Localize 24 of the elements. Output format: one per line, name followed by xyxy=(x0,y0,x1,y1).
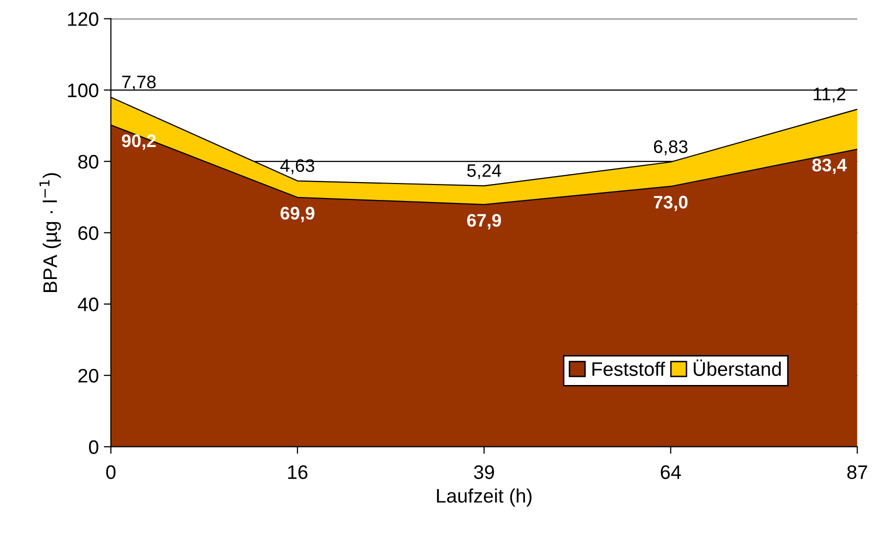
x-tick-label: 87 xyxy=(847,465,868,480)
legend-label: Feststoff xyxy=(592,362,666,376)
data-label: 67,9 xyxy=(467,214,501,230)
y-tick-label: 80 xyxy=(78,154,98,169)
x-axis-title: Laufzeit (h) xyxy=(437,488,532,507)
x-tick-label: 64 xyxy=(660,465,681,480)
y-tick-label: 120 xyxy=(68,12,98,26)
data-label: 6,83 xyxy=(654,140,688,156)
data-label: 73,0 xyxy=(654,196,688,212)
y-tick-label: 20 xyxy=(78,368,98,383)
x-tick-label: 39 xyxy=(474,465,494,480)
y-tick-label: 40 xyxy=(78,298,98,312)
legend-label: Überstand xyxy=(694,360,781,376)
data-label: 5,24 xyxy=(467,164,502,180)
data-label: 90,2 xyxy=(122,134,156,150)
data-label: 7,78 xyxy=(122,76,156,90)
x-tick-label: 16 xyxy=(288,465,308,480)
y-axis-title: BPA (µg · l$^{−1}$) xyxy=(39,173,61,292)
data-label: 69,9 xyxy=(280,206,314,222)
y-tick-label: 60 xyxy=(78,226,98,240)
x-tick-label: 0 xyxy=(106,465,116,480)
y-tick-label: 100 xyxy=(68,84,98,98)
y-tick-label: 0 xyxy=(89,440,98,454)
data-label: 83,4 xyxy=(812,158,847,174)
